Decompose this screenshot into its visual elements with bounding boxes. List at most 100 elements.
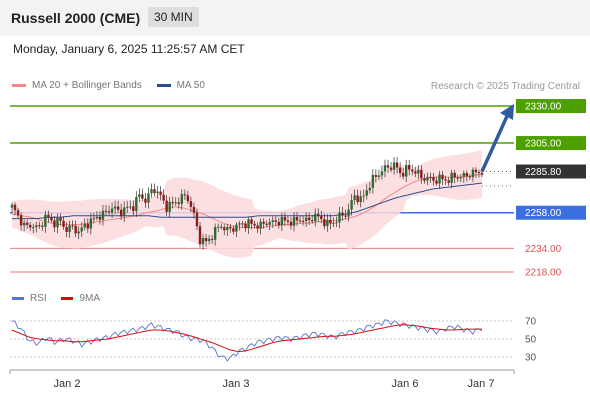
candle-body bbox=[401, 173, 405, 177]
candle-body bbox=[289, 221, 293, 226]
candle-body bbox=[116, 206, 120, 210]
projection-arrow-line bbox=[480, 113, 510, 173]
candle-body bbox=[192, 206, 196, 213]
candle-body bbox=[395, 162, 399, 168]
candle-body bbox=[262, 221, 265, 224]
candle-body bbox=[298, 220, 302, 222]
candle-body bbox=[347, 209, 350, 217]
candle-body bbox=[25, 222, 29, 225]
level-label-2285.80: 2285.80 bbox=[525, 167, 562, 178]
candle-body bbox=[286, 220, 290, 222]
candle-body bbox=[50, 217, 53, 221]
candle-body bbox=[371, 174, 375, 188]
candle-body bbox=[259, 221, 262, 229]
candle-body bbox=[280, 217, 284, 226]
candle-body bbox=[159, 191, 162, 195]
ma50-line bbox=[12, 182, 483, 220]
candle-body bbox=[226, 226, 229, 231]
candle-body bbox=[368, 187, 372, 191]
candle-body bbox=[438, 174, 441, 184]
candle-body bbox=[338, 212, 341, 223]
candle-body bbox=[359, 196, 362, 203]
candle-body bbox=[220, 226, 223, 228]
candle-body bbox=[107, 211, 111, 213]
candle-body bbox=[480, 172, 484, 175]
legend-ma50-swatch bbox=[156, 83, 171, 87]
candle-body bbox=[274, 220, 278, 222]
candle-body bbox=[317, 213, 320, 217]
candle-body bbox=[244, 223, 247, 229]
rsi-legend: RSI 9MA bbox=[12, 293, 100, 304]
candle-body bbox=[377, 175, 381, 177]
candle-body bbox=[356, 195, 359, 203]
candle-body bbox=[314, 213, 317, 222]
x-tick-Jan-7: Jan 7 bbox=[468, 378, 495, 390]
level-label-2330.00: 2330.00 bbox=[525, 102, 562, 113]
chart-datetime: Monday, January 6, 2025 11:25:57 AM CET bbox=[13, 42, 245, 56]
legend-rsi-label: RSI bbox=[30, 293, 47, 304]
candle-body bbox=[223, 227, 226, 231]
candle-body bbox=[147, 193, 150, 203]
candle-body bbox=[62, 220, 65, 227]
candle-body bbox=[132, 206, 135, 211]
candle-body bbox=[68, 225, 71, 232]
bollinger-band bbox=[12, 150, 482, 258]
level-label-2258.00: 2258.00 bbox=[525, 208, 562, 219]
candle-body bbox=[13, 204, 17, 211]
candle-body bbox=[83, 223, 86, 228]
candle-body bbox=[271, 220, 274, 222]
candle-body bbox=[344, 215, 347, 217]
candle-body bbox=[426, 176, 429, 181]
candle-body bbox=[32, 227, 35, 229]
candle-body bbox=[392, 162, 396, 170]
candle-body bbox=[444, 179, 447, 181]
candle-body bbox=[195, 212, 199, 227]
level-tag-2305.00 bbox=[516, 136, 586, 151]
x-tick-Jan-3: Jan 3 bbox=[223, 378, 250, 390]
legend-ma20: MA 20 + Bollinger Bands bbox=[12, 80, 145, 91]
candle-body bbox=[22, 222, 26, 226]
level-label-2218.00: 2218.00 bbox=[525, 268, 562, 279]
research-credit: Research © 2025 Trading Central bbox=[430, 81, 580, 92]
candle-body bbox=[138, 194, 141, 198]
candle-body bbox=[207, 238, 211, 242]
candle-body bbox=[80, 227, 83, 232]
candle-body bbox=[432, 177, 435, 181]
legend-rsi-swatch bbox=[12, 296, 24, 300]
rsi-tick-70: 70 bbox=[525, 317, 537, 328]
candle-body bbox=[141, 194, 144, 199]
legend-ma20-label: MA 20 + Bollinger Bands bbox=[32, 80, 142, 91]
candle-body bbox=[404, 165, 408, 177]
candle-body bbox=[429, 176, 432, 178]
candle-body bbox=[468, 176, 472, 178]
candle-body bbox=[95, 216, 99, 219]
timeframe-button[interactable]: 30 MIN bbox=[148, 7, 199, 27]
candle-body bbox=[374, 174, 378, 177]
candle-body bbox=[168, 201, 171, 212]
rsi-line bbox=[11, 319, 483, 362]
candle-body bbox=[383, 165, 387, 172]
candle-body bbox=[162, 194, 165, 201]
candle-body bbox=[232, 228, 235, 232]
candle-body bbox=[335, 222, 338, 224]
candle-body bbox=[104, 210, 108, 212]
candle-body bbox=[326, 219, 329, 227]
candle-body bbox=[71, 225, 74, 227]
candle-body bbox=[180, 194, 184, 204]
candle-body bbox=[171, 201, 174, 204]
candle-body bbox=[365, 190, 368, 196]
candle-body bbox=[235, 224, 238, 232]
candle-body bbox=[247, 219, 250, 229]
candle-body bbox=[441, 174, 444, 180]
candle-body bbox=[210, 238, 214, 240]
candle-body bbox=[423, 178, 426, 181]
candle-body bbox=[119, 209, 123, 217]
candle-body bbox=[74, 225, 77, 234]
candle-body bbox=[165, 200, 168, 212]
candle-body bbox=[283, 217, 287, 221]
candle-body bbox=[265, 223, 268, 225]
candle-body bbox=[59, 217, 62, 221]
projection-arrow-head bbox=[500, 104, 514, 120]
candle-body bbox=[183, 194, 187, 196]
